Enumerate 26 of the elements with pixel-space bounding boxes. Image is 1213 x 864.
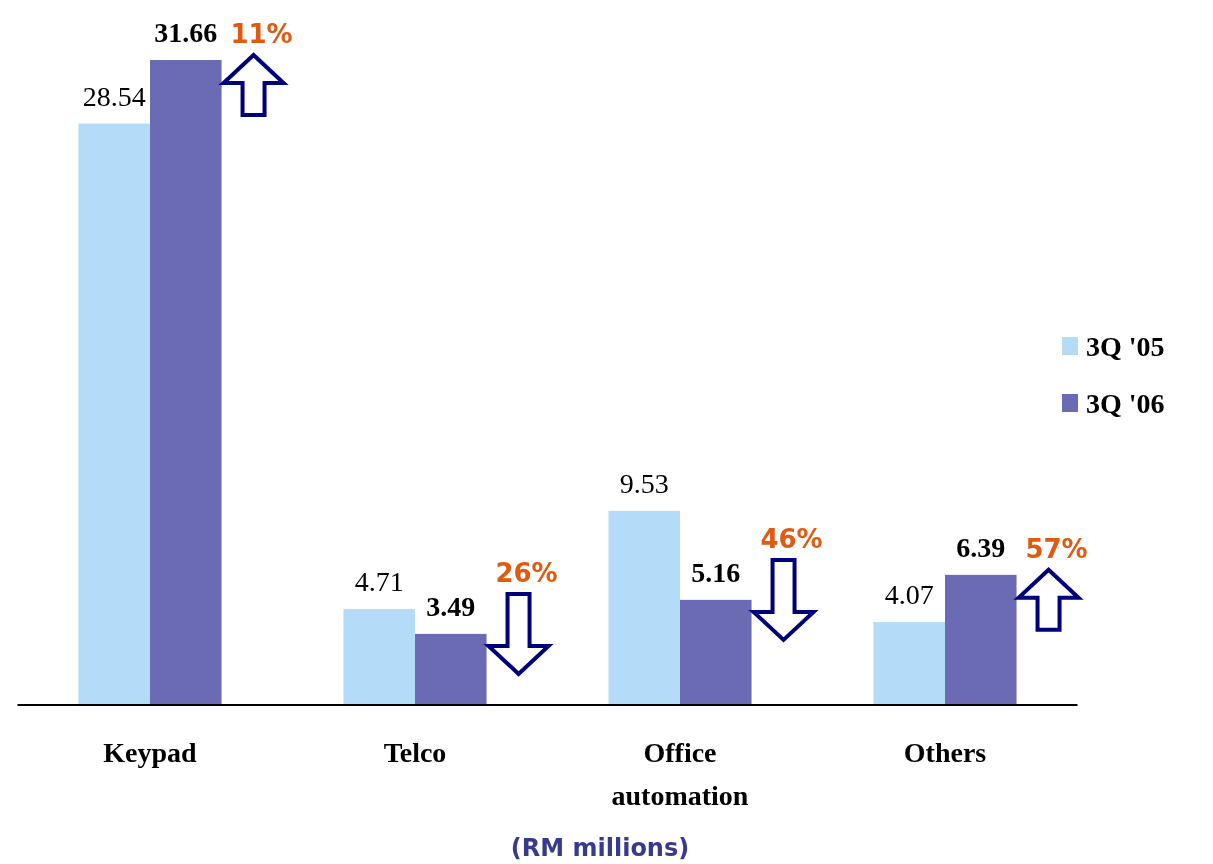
data-label: 4.71 xyxy=(354,566,404,598)
data-label: 28.54 xyxy=(82,80,146,112)
data-label: 6.39 xyxy=(956,531,1006,563)
annotation: 46% xyxy=(760,523,823,554)
data-label: 4.07 xyxy=(884,579,934,611)
x-tick-label: Office automation xyxy=(611,737,749,811)
bar xyxy=(680,599,752,705)
data-label: 5.16 xyxy=(691,556,741,588)
legend-label: 3Q '05 xyxy=(1086,331,1165,362)
annotation: 57% xyxy=(1025,533,1088,564)
text: 11% xyxy=(230,19,293,49)
bar xyxy=(150,60,222,705)
bar xyxy=(608,510,680,705)
data-label: 3.49 xyxy=(426,590,476,622)
bar xyxy=(343,609,415,705)
bar xyxy=(78,123,150,705)
x-tick-label: Telco xyxy=(383,737,447,768)
legend-label: 3Q '06 xyxy=(1086,388,1165,419)
x-tick-label: Keypad xyxy=(103,737,198,768)
data-label: 9.53 xyxy=(619,467,669,499)
data-label: 31.66 xyxy=(154,17,218,48)
bar xyxy=(945,574,1017,705)
x-axis-title: (RM millions) xyxy=(510,834,690,862)
annotation: 26% xyxy=(495,557,558,588)
bar xyxy=(873,622,945,705)
x-tick-label: Others xyxy=(903,737,987,768)
